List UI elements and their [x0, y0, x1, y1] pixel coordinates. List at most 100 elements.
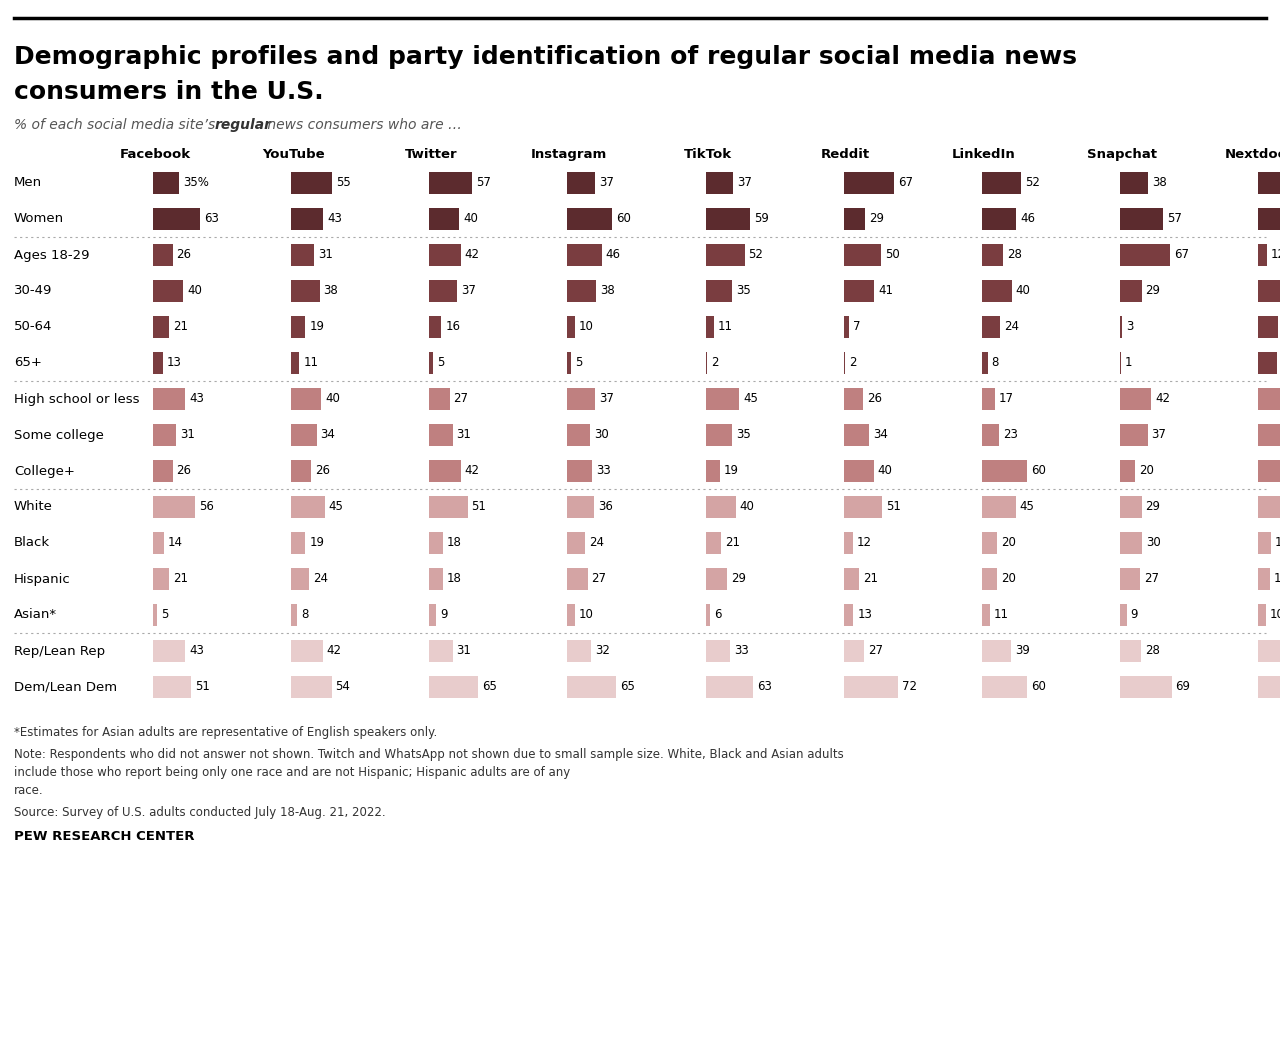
Bar	[1120, 208, 1162, 230]
Text: Some college: Some college	[14, 428, 104, 441]
Bar	[1120, 172, 1148, 194]
Bar	[154, 496, 195, 518]
Text: Hispanic: Hispanic	[14, 572, 70, 586]
Text: 28: 28	[1144, 645, 1160, 657]
Text: Black: Black	[14, 537, 50, 549]
Text: 19: 19	[723, 464, 739, 478]
Text: 72: 72	[901, 680, 916, 693]
Bar	[1120, 640, 1140, 662]
Text: 46: 46	[605, 249, 621, 261]
Text: 24: 24	[1004, 320, 1019, 334]
Text: 11: 11	[718, 320, 732, 334]
Text: consumers in the U.S.: consumers in the U.S.	[14, 80, 324, 104]
Bar	[1258, 676, 1280, 698]
Bar	[705, 460, 719, 482]
Bar	[1120, 280, 1142, 302]
Text: 28: 28	[1007, 249, 1021, 261]
Text: Ages 18-29: Ages 18-29	[14, 249, 90, 261]
Bar	[1258, 424, 1280, 446]
Text: 43: 43	[189, 393, 204, 405]
Bar	[1120, 460, 1135, 482]
Bar	[1120, 604, 1126, 626]
Bar	[1258, 352, 1276, 374]
Bar	[567, 532, 585, 554]
Bar	[429, 280, 457, 302]
Bar	[844, 604, 854, 626]
Text: % of each social media site’s: % of each social media site’s	[14, 118, 220, 132]
Text: 60: 60	[1030, 464, 1046, 478]
Bar	[291, 316, 306, 338]
Bar	[844, 280, 874, 302]
Text: 2: 2	[710, 357, 718, 370]
Text: TikTok: TikTok	[684, 148, 732, 161]
Bar	[567, 208, 612, 230]
Text: 60: 60	[1030, 680, 1046, 693]
Text: 35: 35	[736, 428, 750, 441]
Text: 13: 13	[166, 357, 182, 370]
Text: 26: 26	[315, 464, 330, 478]
Text: 2: 2	[849, 357, 856, 370]
Text: 9: 9	[1130, 609, 1138, 622]
Text: 39: 39	[1015, 645, 1030, 657]
Bar	[982, 568, 997, 590]
Text: 33: 33	[735, 645, 749, 657]
Text: 35: 35	[736, 285, 750, 297]
Bar	[567, 424, 590, 446]
Text: 40: 40	[1016, 285, 1030, 297]
Bar	[291, 676, 332, 698]
Text: 9: 9	[440, 609, 448, 622]
Bar	[567, 496, 594, 518]
Text: 30: 30	[594, 428, 608, 441]
Text: 40: 40	[878, 464, 892, 478]
Bar	[429, 460, 461, 482]
Bar	[844, 172, 893, 194]
Bar	[429, 496, 467, 518]
Text: White: White	[14, 501, 52, 513]
Text: 57: 57	[1166, 212, 1181, 226]
Text: 30: 30	[1147, 537, 1161, 549]
Text: 69: 69	[1175, 680, 1190, 693]
Text: 38: 38	[324, 285, 338, 297]
Text: 21: 21	[864, 572, 878, 586]
Text: 20: 20	[1139, 464, 1153, 478]
Bar	[982, 172, 1020, 194]
Text: 32: 32	[595, 645, 611, 657]
Text: Instagram: Instagram	[531, 148, 608, 161]
Text: 29: 29	[1146, 501, 1161, 513]
Text: 33: 33	[596, 464, 611, 478]
Bar	[844, 208, 865, 230]
Text: 24: 24	[314, 572, 328, 586]
Text: 36: 36	[598, 501, 613, 513]
Text: Twitter: Twitter	[404, 148, 457, 161]
Text: 7: 7	[852, 320, 860, 334]
Text: 56: 56	[198, 501, 214, 513]
Text: 21: 21	[173, 320, 188, 334]
Text: 45: 45	[1019, 501, 1034, 513]
Text: 18: 18	[447, 572, 462, 586]
Text: 5: 5	[575, 357, 582, 370]
Text: 38: 38	[600, 285, 614, 297]
Text: 21: 21	[173, 572, 188, 586]
Bar	[154, 424, 177, 446]
Bar	[705, 424, 732, 446]
Text: 24: 24	[589, 537, 604, 549]
Bar	[844, 496, 882, 518]
Bar	[154, 208, 200, 230]
Bar	[429, 568, 443, 590]
Text: 59: 59	[754, 212, 768, 226]
Bar	[154, 352, 163, 374]
Text: 10: 10	[579, 320, 594, 334]
Text: 6: 6	[714, 609, 722, 622]
Bar	[1120, 244, 1170, 266]
Bar	[291, 388, 321, 410]
Text: 31: 31	[180, 428, 195, 441]
Bar	[567, 280, 596, 302]
Text: 65: 65	[483, 680, 497, 693]
Bar	[291, 460, 311, 482]
Text: 31: 31	[457, 428, 471, 441]
Bar	[705, 532, 721, 554]
Text: 8: 8	[301, 609, 308, 622]
Text: 50: 50	[886, 249, 900, 261]
Text: 43: 43	[328, 212, 342, 226]
Bar	[567, 352, 571, 374]
